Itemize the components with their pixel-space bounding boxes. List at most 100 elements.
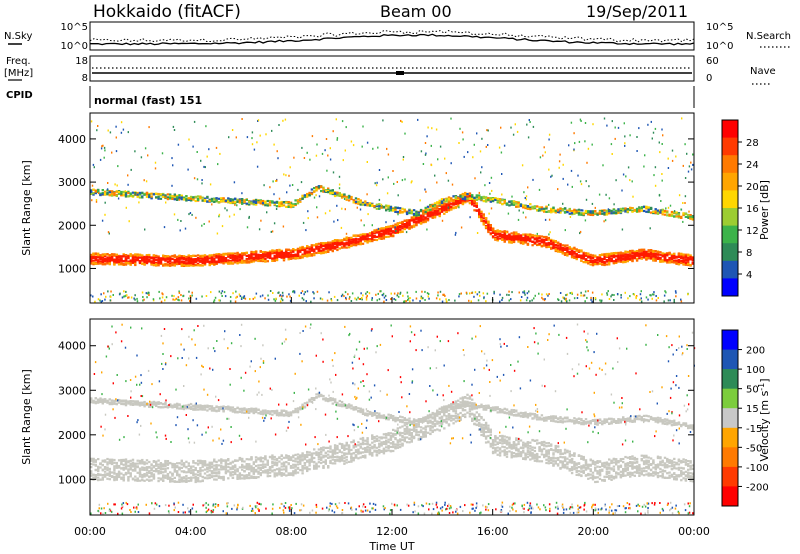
data-cell: [127, 469, 130, 472]
data-cell: [150, 467, 153, 470]
data-cell: [589, 256, 592, 259]
nsearch-label: N.Search: [746, 31, 791, 42]
data-cell: [399, 221, 402, 224]
data-cell: [152, 465, 156, 468]
data-cell: [684, 261, 688, 264]
data-cell: [368, 204, 372, 207]
data-cell: [103, 460, 107, 463]
data-cell: [401, 222, 404, 226]
data-cell: [361, 203, 365, 206]
data-cell: [426, 209, 430, 212]
data-cell: [150, 468, 153, 471]
scatter-cell: [221, 225, 224, 228]
data-cell: [289, 204, 293, 207]
scatter-cell: [393, 182, 395, 185]
data-cell: [138, 472, 142, 475]
noise-cell: [460, 292, 462, 295]
noise-cell: [470, 300, 472, 303]
data-cell: [196, 195, 200, 198]
data-cell: [301, 197, 304, 200]
scatter-cell: [91, 184, 94, 187]
data-cell: [573, 252, 576, 255]
data-cell: [438, 212, 441, 215]
noise-cell: [571, 291, 573, 294]
data-cell: [366, 234, 369, 238]
scatter-cell: [579, 180, 582, 183]
data-cell: [536, 209, 539, 212]
data-cell: [399, 209, 402, 212]
data-cell: [478, 213, 481, 216]
data-cell: [615, 209, 618, 212]
scatter-cell: [120, 131, 123, 134]
noise-cell: [427, 295, 429, 298]
data-cell: [498, 237, 502, 240]
data-cell: [478, 216, 481, 219]
noise-cell: [523, 291, 526, 294]
data-cell: [512, 237, 516, 240]
scatter-cell: [345, 232, 348, 235]
data-cell: [608, 256, 611, 259]
data-cell: [364, 238, 367, 241]
data-cell: [320, 190, 323, 193]
data-cell: [129, 463, 132, 466]
data-cell: [308, 194, 311, 197]
data-cell: [612, 252, 616, 255]
scatter-cell: [624, 142, 626, 145]
data-cell: [224, 257, 228, 260]
data-cell: [229, 256, 232, 260]
scatter-cell: [305, 229, 307, 232]
data-cell: [224, 261, 228, 264]
data-cell: [552, 208, 555, 212]
noise-cell: [121, 296, 124, 299]
scatter-cell: [603, 220, 605, 223]
data-cell: [484, 227, 488, 230]
data-cell: [545, 205, 548, 208]
noise-cell: [341, 293, 344, 296]
data-cell: [145, 195, 149, 198]
data-cell: [192, 196, 195, 199]
data-cell: [531, 205, 534, 208]
data-cell: [210, 197, 214, 200]
data-cell: [580, 209, 583, 212]
data-cell: [106, 477, 109, 480]
data-cell: [343, 195, 346, 198]
data-cell: [522, 233, 525, 236]
noise-cell: [99, 299, 101, 302]
data-cell: [194, 259, 197, 262]
data-cell: [166, 460, 170, 463]
data-cell: [603, 213, 606, 216]
scatter-cell: [256, 165, 259, 168]
scatter-cell: [107, 231, 110, 234]
data-cell: [159, 467, 163, 470]
data-cell: [512, 233, 516, 236]
data-cell: [503, 235, 506, 238]
data-cell: [378, 235, 381, 238]
data-cell: [101, 476, 104, 479]
scatter-cell: [104, 149, 106, 152]
data-cell: [250, 256, 253, 259]
scatter-cell: [203, 165, 205, 168]
data-cell: [287, 204, 290, 207]
data-cell: [203, 254, 207, 257]
scatter-cell: [549, 231, 551, 234]
scatter-cell: [104, 201, 106, 204]
data-cell: [280, 255, 283, 258]
data-cell: [538, 243, 541, 246]
data-cell: [289, 206, 293, 209]
data-cell: [680, 259, 683, 262]
data-cell: [176, 474, 179, 477]
noise-cell: [293, 291, 296, 294]
data-cell: [591, 259, 595, 262]
data-cell: [347, 240, 351, 243]
data-cell: [97, 255, 100, 258]
data-cell: [222, 252, 225, 255]
data-cell: [545, 238, 548, 241]
noise-cell: [562, 296, 564, 299]
data-cell: [92, 476, 95, 479]
data-cell: [617, 211, 620, 214]
data-cell: [491, 235, 495, 238]
data-cell: [138, 256, 142, 259]
noise-cell: [627, 297, 629, 300]
data-cell: [278, 203, 281, 206]
data-cell: [340, 243, 344, 246]
